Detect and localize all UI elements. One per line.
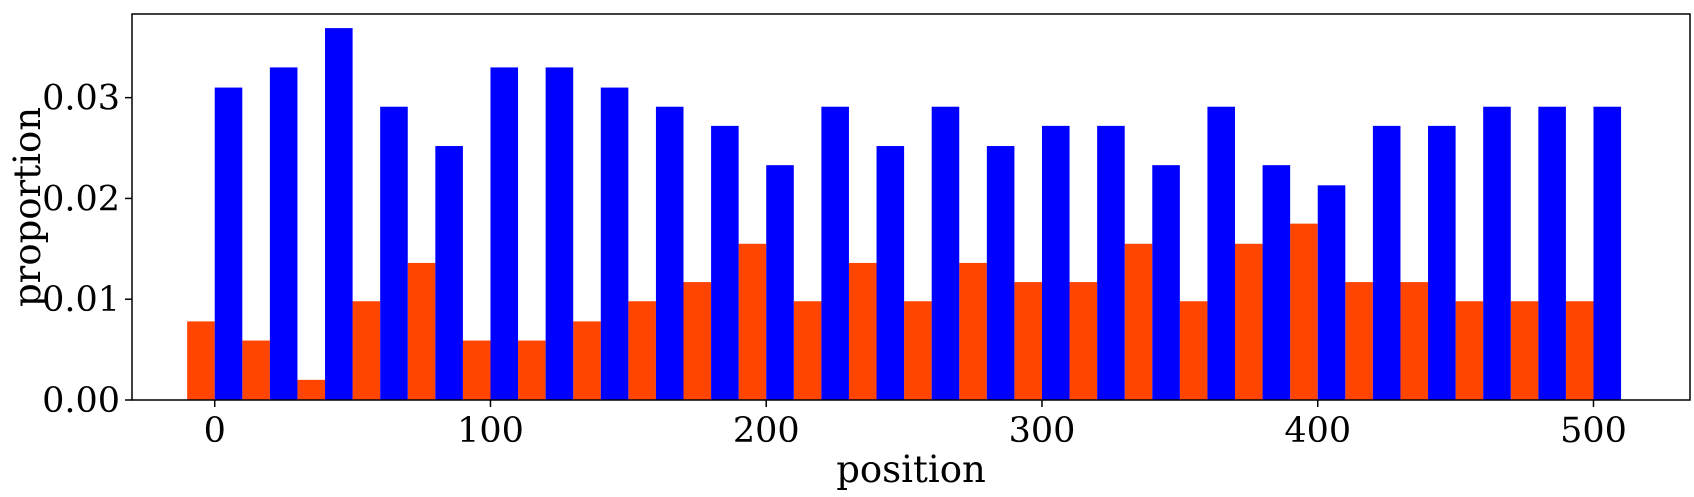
bar-series-0-6 xyxy=(518,340,546,400)
bar-series-1-12 xyxy=(876,146,905,400)
bar-series-1-8 xyxy=(655,106,684,400)
bar-series-0-10 xyxy=(738,243,767,400)
bar-series-0-5 xyxy=(462,340,491,400)
bar-series-1-23 xyxy=(1483,106,1511,400)
x-tick-label: 100 xyxy=(457,411,524,451)
bar-series-0-19 xyxy=(1235,243,1263,400)
y-tick-label: 0.03 xyxy=(42,79,120,119)
bar-series-1-11 xyxy=(821,106,849,400)
bar-series-0-21 xyxy=(1345,282,1373,400)
plot-frame xyxy=(131,13,1691,401)
bar-series-1-16 xyxy=(1097,125,1125,401)
bar-series-0-4 xyxy=(407,262,436,400)
bar-series-1-25 xyxy=(1593,106,1622,400)
bar-series-0-0 xyxy=(187,321,215,400)
x-tick-label: 500 xyxy=(1560,411,1627,451)
bar-series-0-9 xyxy=(683,282,712,400)
bar-series-1-0 xyxy=(214,87,243,400)
bar-series-1-22 xyxy=(1428,125,1456,401)
x-tick-label: 400 xyxy=(1284,411,1351,451)
y-tick-label: 0.00 xyxy=(42,381,120,421)
bar-series-0-1 xyxy=(242,340,270,400)
ticks-layer: 0 100 200 300 400 500 0.00 0.01 0.02 0.03 xyxy=(42,79,1627,451)
bar-series-1-24 xyxy=(1538,106,1566,400)
bar-series-1-7 xyxy=(600,87,629,400)
bar-series-1-13 xyxy=(931,106,960,400)
bar-series-1-1 xyxy=(269,67,298,400)
bar-series-0-2 xyxy=(297,379,326,400)
y-tick-label: 0.02 xyxy=(42,179,120,219)
bar-series-1-5 xyxy=(490,67,519,400)
x-tick-label: 300 xyxy=(1009,411,1076,451)
bar-series-1-10 xyxy=(766,165,794,400)
y-tick-label: 0.01 xyxy=(42,280,120,320)
bar-series-0-22 xyxy=(1400,282,1429,400)
bar-series-0-11 xyxy=(793,301,822,400)
bar-series-1-4 xyxy=(435,146,463,400)
x-axis-label: position xyxy=(836,448,986,491)
bar-series-1-18 xyxy=(1207,106,1236,400)
bar-series-0-25 xyxy=(1565,301,1594,400)
bar-series-0-8 xyxy=(628,301,656,400)
bar-series-0-17 xyxy=(1124,243,1153,400)
x-tick-label: 0 xyxy=(204,411,226,451)
bar-series-0-18 xyxy=(1179,301,1208,400)
bar-series-1-21 xyxy=(1372,125,1401,401)
bar-series-1-17 xyxy=(1152,165,1180,400)
bar-series-0-20 xyxy=(1290,223,1318,400)
y-axis-label: proportion xyxy=(6,107,49,307)
bar-series-1-14 xyxy=(986,146,1015,400)
bar-series-0-24 xyxy=(1510,301,1539,400)
bar-series-1-9 xyxy=(711,125,739,401)
bar-series-0-13 xyxy=(904,301,932,400)
bar-series-0-23 xyxy=(1455,301,1484,400)
bar-series-0-7 xyxy=(573,321,601,400)
bar-series-1-6 xyxy=(545,67,574,400)
bar-series-1-15 xyxy=(1041,125,1070,401)
bar-series-0-15 xyxy=(1014,282,1042,400)
bar-series-0-3 xyxy=(352,301,381,400)
bar-series-1-20 xyxy=(1317,185,1346,400)
bar-series-0-12 xyxy=(848,262,877,400)
bars-layer xyxy=(187,28,1622,401)
bar-series-1-2 xyxy=(325,28,353,401)
bar-series-0-14 xyxy=(959,262,987,400)
bar-series-1-3 xyxy=(380,106,408,400)
bar-series-1-19 xyxy=(1262,165,1291,400)
bar-series-0-16 xyxy=(1069,282,1098,400)
x-tick-label: 200 xyxy=(733,411,800,451)
